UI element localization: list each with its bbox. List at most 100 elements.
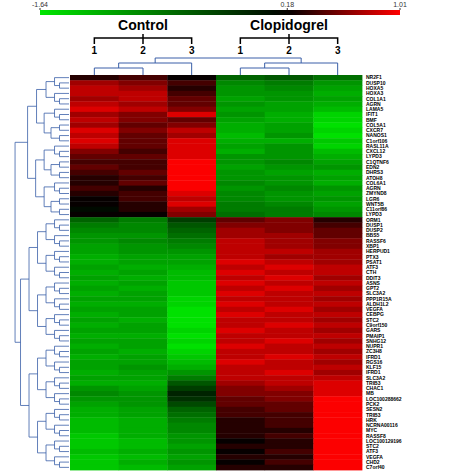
cell	[265, 154, 314, 160]
cell	[119, 86, 168, 92]
cell	[70, 222, 119, 228]
cell	[265, 423, 314, 429]
cell	[119, 180, 168, 186]
cell	[313, 344, 362, 350]
row-dendrogram	[55, 236, 69, 244]
cell	[70, 317, 119, 323]
cell	[119, 101, 168, 107]
cell	[265, 375, 314, 381]
cell	[265, 96, 314, 102]
cell	[70, 328, 119, 334]
colorbar-tick	[400, 8, 401, 10]
cell	[216, 286, 265, 292]
row-dendrogram	[55, 394, 69, 402]
cell	[216, 117, 265, 123]
cell	[119, 417, 168, 423]
cell	[313, 159, 362, 165]
row-dendrogram	[51, 201, 60, 212]
cell	[216, 301, 265, 307]
cell	[70, 323, 119, 329]
cell	[216, 459, 265, 465]
cell	[313, 396, 362, 402]
row-dendrogram	[60, 136, 70, 141]
cell	[265, 307, 314, 313]
cell	[216, 212, 265, 218]
cell	[70, 149, 119, 155]
row-dendrogram	[60, 336, 70, 341]
row-dendrogram	[60, 446, 70, 451]
cell	[216, 107, 265, 113]
cell	[70, 107, 119, 113]
cell	[216, 375, 265, 381]
row-dendrogram	[60, 115, 70, 120]
row-dendrogram	[55, 267, 69, 275]
cell	[119, 391, 168, 397]
cell	[216, 291, 265, 297]
cell	[265, 380, 314, 386]
row-dendrogram	[38, 232, 47, 264]
row-dendrogram	[60, 273, 70, 278]
cell	[313, 402, 362, 408]
cell	[70, 380, 119, 386]
cell	[167, 423, 216, 429]
group-bracket	[94, 38, 191, 44]
cell	[216, 222, 265, 228]
cell	[119, 428, 168, 434]
cell	[313, 217, 362, 223]
cell	[313, 91, 362, 97]
cell	[313, 196, 362, 202]
cell	[167, 112, 216, 118]
column-label: 2	[286, 45, 292, 56]
cell	[70, 444, 119, 450]
cell	[216, 380, 265, 386]
cell	[167, 370, 216, 376]
cell	[313, 333, 362, 339]
cell	[313, 301, 362, 307]
cell	[167, 291, 216, 297]
cell	[119, 349, 168, 355]
cell	[265, 217, 314, 223]
cell	[167, 301, 216, 307]
cell	[70, 396, 119, 402]
cell	[167, 280, 216, 286]
cell	[119, 370, 168, 376]
cell	[216, 138, 265, 144]
row-dendrogram	[60, 288, 70, 293]
cell	[119, 133, 168, 139]
cell	[167, 186, 216, 192]
cell	[216, 280, 265, 286]
row-dendrogram	[46, 255, 55, 271]
cell	[119, 402, 168, 408]
cell	[70, 101, 119, 107]
cell	[216, 333, 265, 339]
cell	[167, 86, 216, 92]
cell	[119, 333, 168, 339]
row-dendrogram	[29, 374, 38, 437]
cell	[265, 75, 314, 81]
row-dendrogram	[60, 188, 70, 193]
row-dendrogram	[60, 257, 70, 262]
cell	[167, 317, 216, 323]
cell	[313, 75, 362, 81]
cell	[313, 207, 362, 213]
cell	[119, 154, 168, 160]
cell	[167, 201, 216, 207]
cell	[119, 396, 168, 402]
cell	[167, 365, 216, 371]
row-dendrogram	[60, 83, 70, 88]
cell	[216, 412, 265, 418]
cell	[216, 96, 265, 102]
column-dendrogram	[155, 58, 301, 63]
cell	[119, 96, 168, 102]
cell	[313, 238, 362, 244]
cell	[265, 349, 314, 355]
cell	[167, 175, 216, 181]
cell	[119, 112, 168, 118]
row-dendrogram	[60, 199, 70, 204]
cell	[167, 238, 216, 244]
row-dendrogram	[60, 304, 70, 309]
cell	[70, 454, 119, 460]
cell	[167, 128, 216, 134]
cell	[119, 449, 168, 455]
group-bracket	[288, 34, 290, 38]
